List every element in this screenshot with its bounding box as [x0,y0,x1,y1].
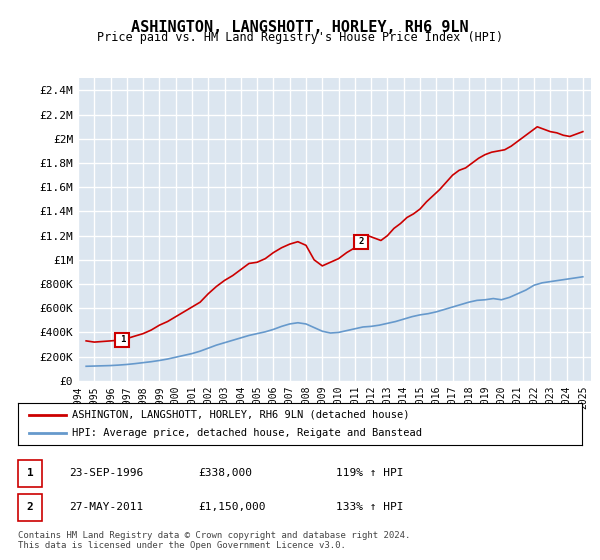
Text: ASHINGTON, LANGSHOTT, HORLEY, RH6 9LN (detached house): ASHINGTON, LANGSHOTT, HORLEY, RH6 9LN (d… [71,410,409,420]
Text: Price paid vs. HM Land Registry's House Price Index (HPI): Price paid vs. HM Land Registry's House … [97,31,503,44]
Text: 2: 2 [359,237,364,246]
Text: 23-SEP-1996: 23-SEP-1996 [69,468,143,478]
Text: £338,000: £338,000 [198,468,252,478]
Text: 1: 1 [120,335,125,344]
Text: 119% ↑ HPI: 119% ↑ HPI [336,468,404,478]
Text: Contains HM Land Registry data © Crown copyright and database right 2024.
This d: Contains HM Land Registry data © Crown c… [18,530,410,550]
Text: 2: 2 [26,502,34,512]
Text: 1: 1 [26,468,34,478]
Text: 133% ↑ HPI: 133% ↑ HPI [336,502,404,512]
Text: £1,150,000: £1,150,000 [198,502,265,512]
Text: 27-MAY-2011: 27-MAY-2011 [69,502,143,512]
Text: HPI: Average price, detached house, Reigate and Banstead: HPI: Average price, detached house, Reig… [71,428,422,438]
Text: ASHINGTON, LANGSHOTT, HORLEY, RH6 9LN: ASHINGTON, LANGSHOTT, HORLEY, RH6 9LN [131,20,469,35]
